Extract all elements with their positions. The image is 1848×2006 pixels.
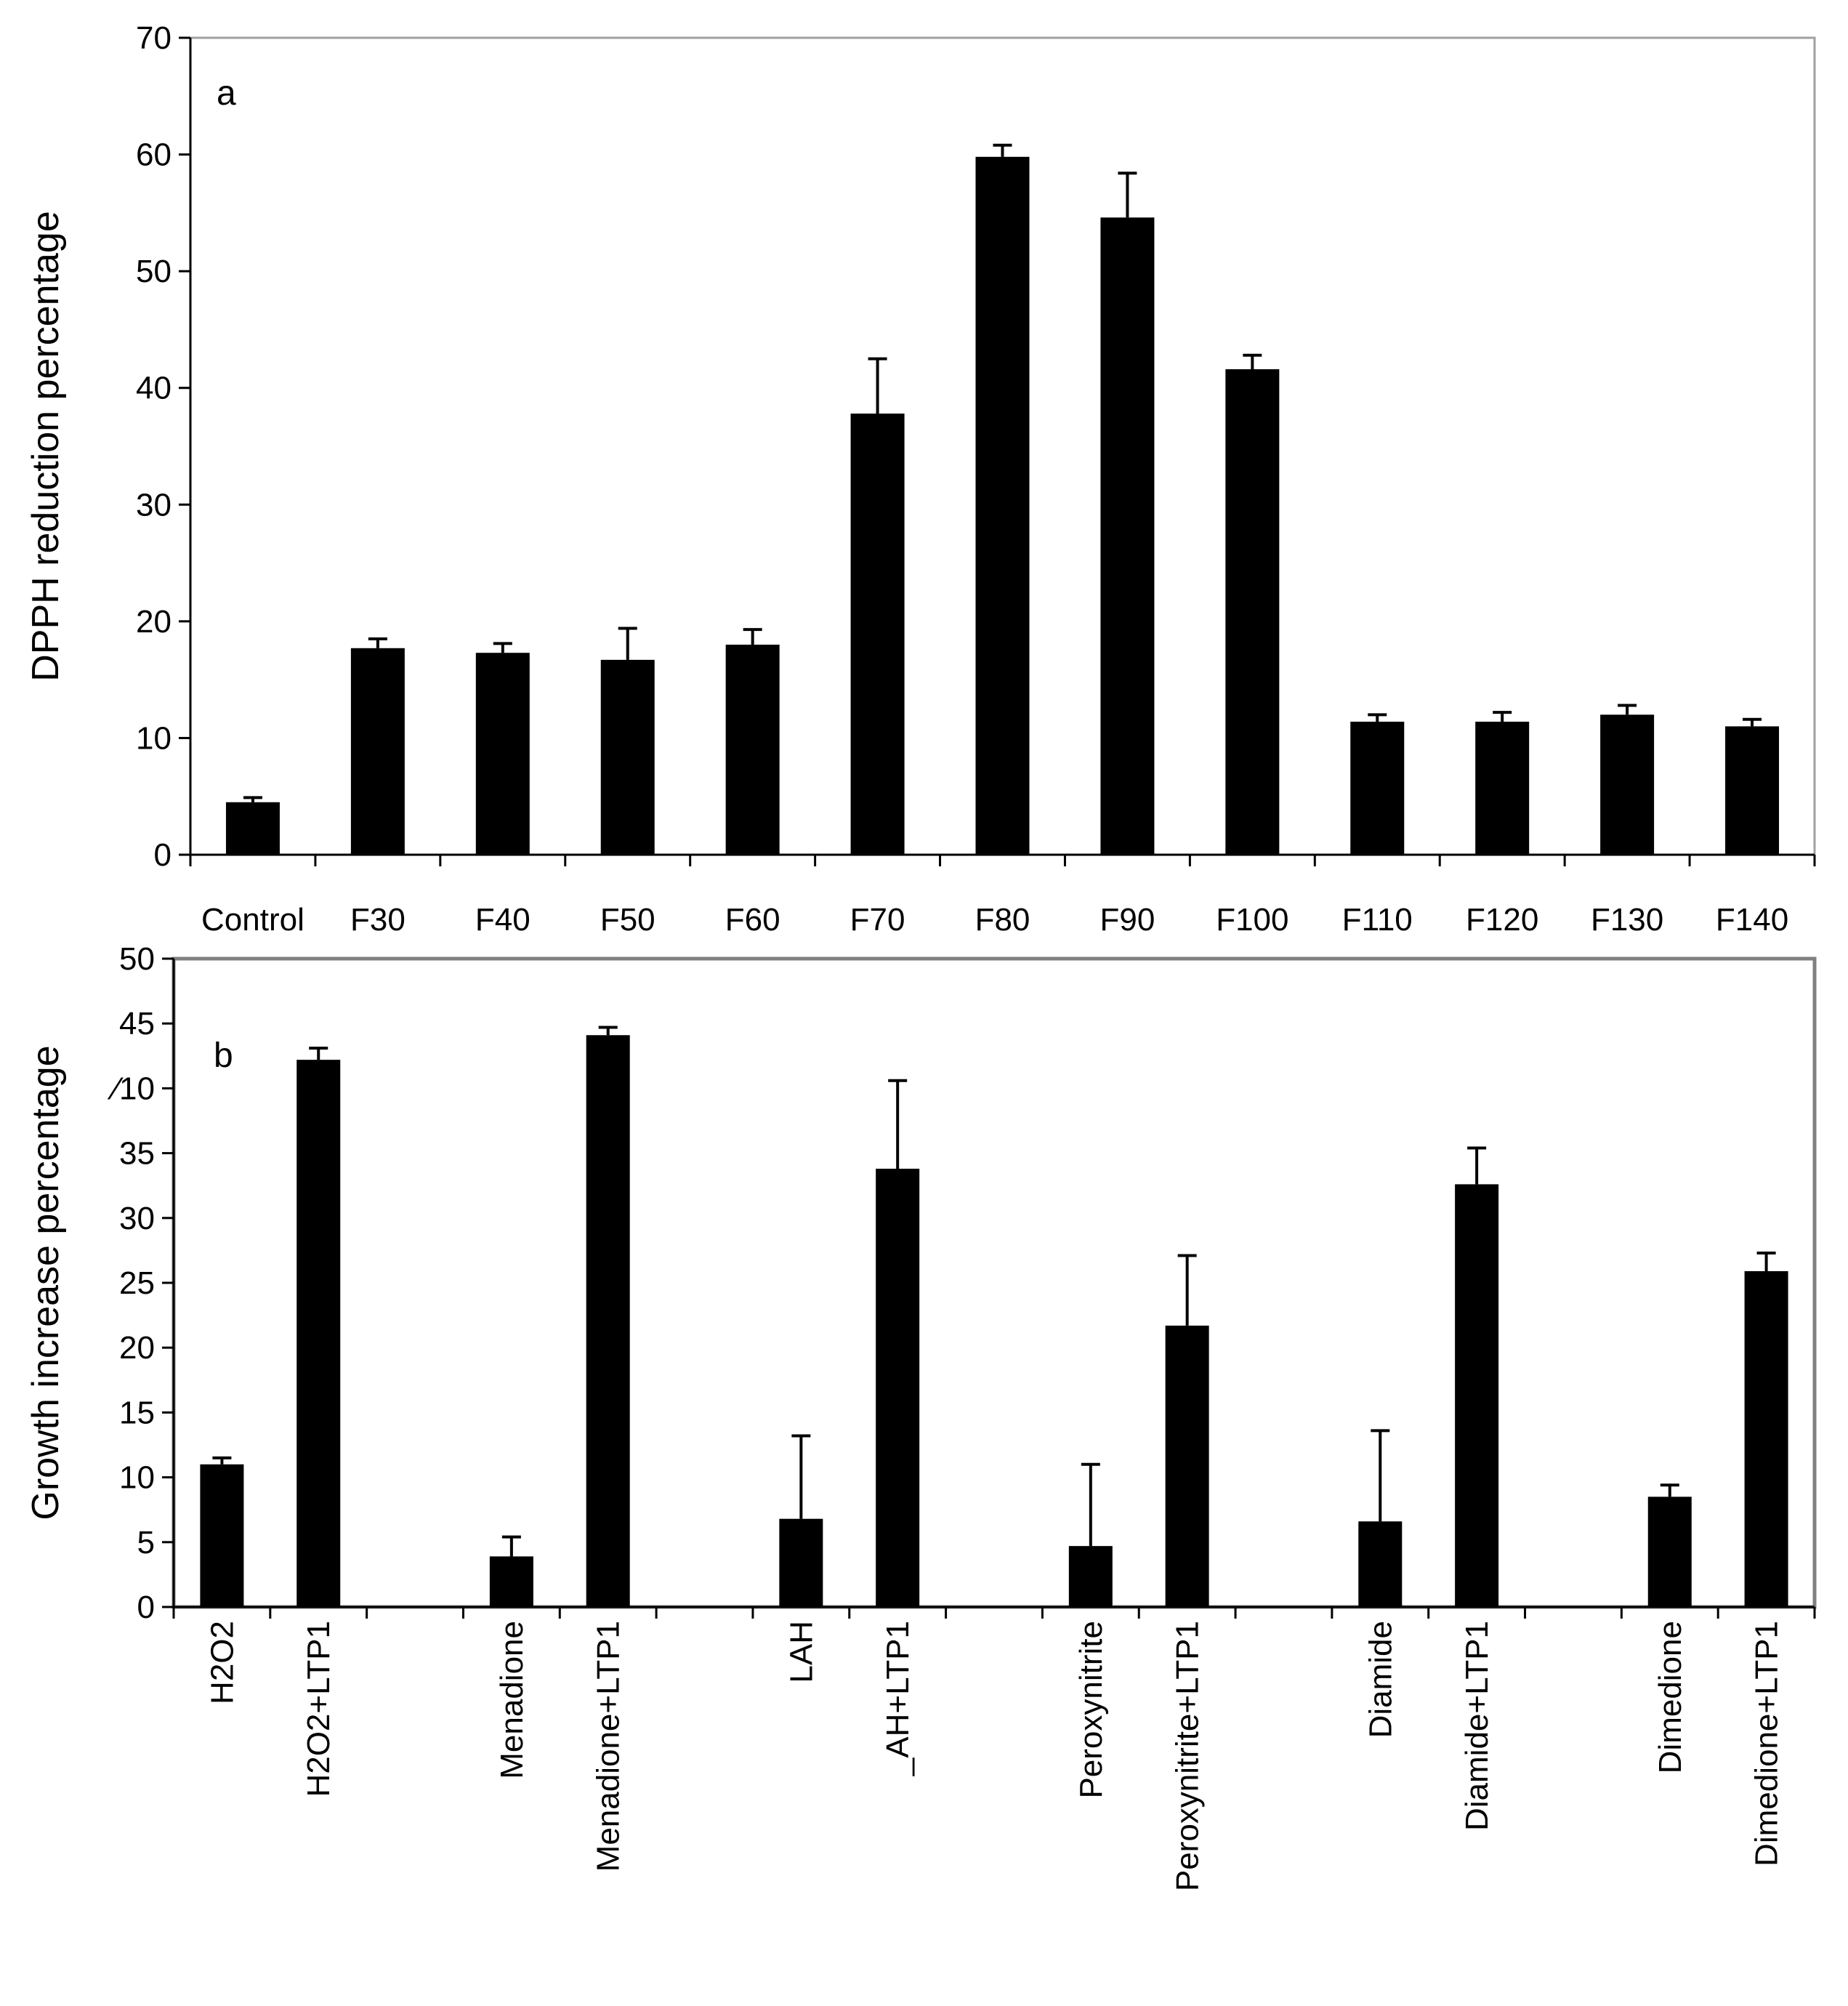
x-tick-label: F140	[1716, 902, 1788, 938]
plot-frame-b	[172, 956, 1817, 1609]
y-tick-label: 60	[136, 137, 172, 173]
y-tick-label: 30	[119, 1201, 155, 1236]
x-tick-label: F60	[725, 902, 780, 938]
x-tick-label: F120	[1466, 902, 1538, 938]
x-tick-labels-a: Control F30 F40 F50 F60 F70 F80 F90 F100 F110 F120…	[201, 902, 1788, 938]
x-tick-label: Menadione+LTP1	[591, 1621, 626, 1872]
x-tick-label: F40	[475, 902, 530, 938]
bar	[1475, 721, 1530, 855]
bar	[1358, 1521, 1403, 1607]
y-tick-label: 30	[136, 487, 172, 523]
bar	[586, 1035, 630, 1607]
bar	[779, 1518, 823, 1607]
y-tick-label: 15	[119, 1395, 155, 1430]
x-tick-label: Diamide	[1363, 1621, 1398, 1738]
x-tick-labels-b: H2O2 H2O2+LTP1 Menadione Menadione+LTP1 LAH _…	[204, 1621, 1784, 1891]
bars-a	[225, 143, 1780, 855]
y-tick-label: 50	[119, 941, 155, 977]
x-tick-label: F130	[1591, 902, 1663, 938]
bar	[225, 802, 280, 855]
x-tick-label: Control	[201, 902, 304, 938]
y-tick-label: 20	[119, 1330, 155, 1366]
y-tick-label: 5	[137, 1525, 155, 1560]
x-tick-label: F70	[850, 902, 905, 938]
panel-label-b: b	[214, 1036, 233, 1075]
bars-b	[200, 1026, 1788, 1607]
y-axis-title-b: Growth increase percentage	[25, 1045, 67, 1520]
bar	[1350, 721, 1405, 855]
x-tick-label: H2O2	[204, 1621, 240, 1704]
x-tick-label: F110	[1342, 902, 1413, 938]
bar	[600, 659, 655, 855]
y-tick-label: 10	[119, 1460, 155, 1496]
chart-panel-b: 0 5 10 15 20 25 30 35 ⁄10 45 50 H2O2 H2O2+LTP1 Menad…	[25, 941, 1817, 1891]
x-tick-label: Diamide+LTP1	[1459, 1621, 1495, 1831]
bar	[1725, 726, 1780, 855]
bar	[1068, 1546, 1113, 1607]
x-tick-label: Menadione	[494, 1621, 530, 1779]
panel-label-a: a	[217, 74, 236, 113]
x-tick-label: LAH	[783, 1621, 819, 1683]
y-tick-labels-a: 0 10 20 30 40 50 60 70	[136, 20, 172, 873]
y-tick-label: 70	[136, 20, 172, 56]
bar	[1455, 1184, 1499, 1607]
y-tick-label: 25	[119, 1265, 155, 1301]
x-tick-label: _AH+LTP1	[880, 1621, 916, 1776]
x-tick-label: H2O2+LTP1	[301, 1621, 336, 1797]
y-tick-label: 35	[119, 1136, 155, 1172]
y-tick-label: 0	[137, 1590, 155, 1625]
x-tick-label: Dimedione	[1653, 1621, 1688, 1773]
y-tick-label: 40	[136, 371, 172, 406]
x-tick-label: F100	[1216, 902, 1288, 938]
axes-b	[162, 957, 1816, 1619]
bar	[1100, 217, 1155, 855]
x-tick-label: F80	[975, 902, 1030, 938]
bar	[850, 414, 905, 855]
y-tick-label: 20	[136, 604, 172, 640]
y-axis-title-a: DPPH reduction percentage	[25, 211, 67, 682]
y-tick-labels-b: 0 5 10 15 20 25 30 35 ⁄10 45 50	[108, 941, 155, 1625]
x-tick-label: Dimedione+LTP1	[1749, 1621, 1785, 1866]
axes-a	[179, 36, 1816, 866]
y-tick-label: ⁄10	[108, 1071, 155, 1106]
bar	[725, 644, 780, 855]
bar	[296, 1060, 341, 1607]
bar	[1647, 1497, 1692, 1607]
x-tick-label: Peroxynitrite	[1073, 1621, 1109, 1799]
y-tick-label: 50	[136, 254, 172, 289]
x-tick-label: F90	[1100, 902, 1155, 938]
bar	[475, 653, 530, 855]
bar	[1165, 1325, 1209, 1607]
y-tick-label: 45	[119, 1006, 155, 1042]
bar	[1744, 1270, 1788, 1607]
bar	[1225, 369, 1280, 855]
chart-panel-a: 0 10 20 30 40 50 60 70 Control F30 F40 F50 F60 F70 F8…	[25, 20, 1816, 938]
bar	[1600, 714, 1655, 855]
bar	[876, 1169, 920, 1607]
bar	[200, 1464, 244, 1607]
x-tick-label: F30	[350, 902, 405, 938]
y-tick-label: 10	[136, 720, 172, 756]
x-tick-label: Peroxynitrite+LTP1	[1170, 1621, 1206, 1891]
bar	[489, 1556, 533, 1607]
bar	[350, 648, 405, 855]
y-tick-label: 0	[154, 837, 172, 873]
x-tick-label: F50	[600, 902, 655, 938]
bar	[975, 156, 1030, 855]
